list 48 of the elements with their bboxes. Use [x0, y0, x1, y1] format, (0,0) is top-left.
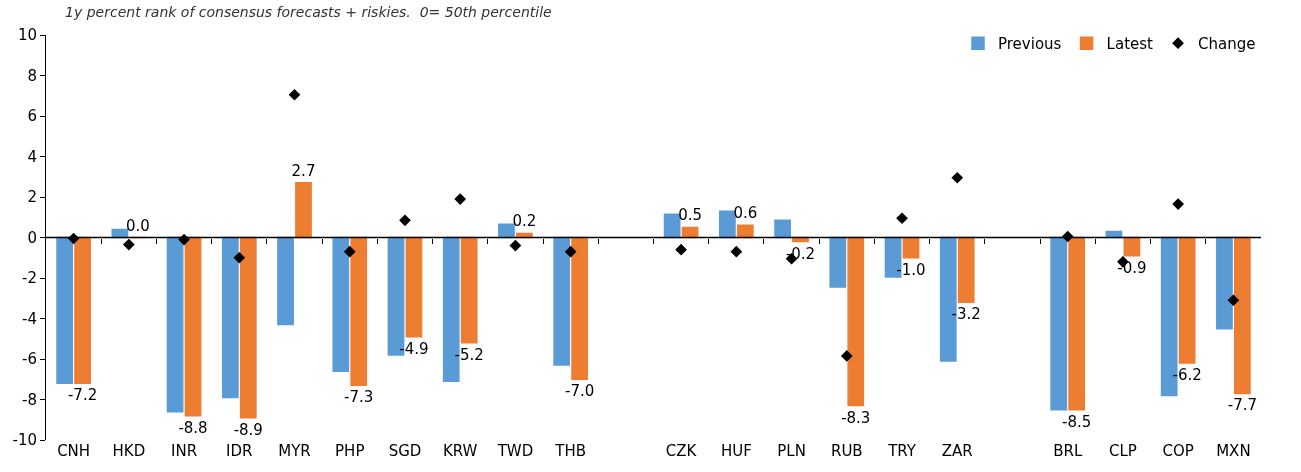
x-tick-label: HKD	[112, 442, 146, 460]
x-tick-label: KRW	[442, 442, 478, 460]
legend-label: Previous	[998, 35, 1062, 53]
y-tick-label: -10	[12, 431, 37, 450]
data-label: -7.0	[564, 382, 595, 401]
y-tick-label: 0	[27, 228, 37, 247]
data-label: -7.7	[1227, 396, 1257, 415]
x-tick-label: MYR	[278, 442, 311, 460]
data-label: 0.2	[512, 212, 537, 231]
x-tick-label: PHP	[335, 442, 365, 460]
x-tick-label: MXN	[1216, 442, 1251, 460]
y-tick-label: -2	[22, 269, 37, 288]
y-tick-label: 2	[27, 188, 37, 207]
data-label: -8.5	[1062, 412, 1092, 431]
y-tick-label: 6	[27, 107, 37, 126]
legend-label: Latest	[1106, 35, 1154, 53]
data-label: -8.9	[233, 420, 263, 439]
y-tick-label: -4	[22, 309, 37, 328]
data-label: -8.3	[841, 408, 871, 427]
x-tick-label: TRY	[887, 442, 917, 460]
y-tick-label: 10	[17, 26, 37, 45]
x-tick-label: COP	[1162, 442, 1194, 460]
x-tick-label: CNH	[57, 442, 91, 460]
x-tick-label: SGD	[388, 442, 422, 460]
data-label: 0.0	[125, 216, 150, 235]
x-tick-label: HUF	[720, 442, 752, 460]
x-tick-label: RUB	[830, 442, 863, 460]
data-label: -7.3	[344, 388, 374, 407]
chart-title: 1y percent rank of consensus forecasts + riskies. 0= 50th percentile	[65, 3, 552, 20]
x-tick-label: PLN	[777, 442, 806, 460]
data-label: 0.5	[678, 206, 703, 225]
x-tick-label: CZK	[665, 442, 698, 460]
data-label: 2.7	[291, 161, 316, 180]
y-tick-label: -6	[22, 350, 37, 369]
x-tick-label: INR	[171, 442, 198, 460]
x-tick-label: THB	[554, 442, 587, 460]
x-tick-label: ZAR	[941, 442, 973, 460]
x-tick-label: IDR	[226, 442, 253, 460]
legend-label: Change	[1198, 35, 1256, 53]
y-tick-label: 4	[27, 147, 37, 166]
x-tick-label: BRL	[1053, 442, 1083, 460]
data-label: -8.8	[178, 418, 208, 437]
x-tick-label: CLP	[1108, 442, 1137, 460]
y-tick-label: -8	[22, 390, 37, 409]
data-label: -7.2	[67, 386, 98, 405]
data-label: 0.6	[733, 204, 758, 223]
y-tick-label: 8	[27, 66, 37, 85]
x-tick-label: TWD	[496, 442, 534, 460]
